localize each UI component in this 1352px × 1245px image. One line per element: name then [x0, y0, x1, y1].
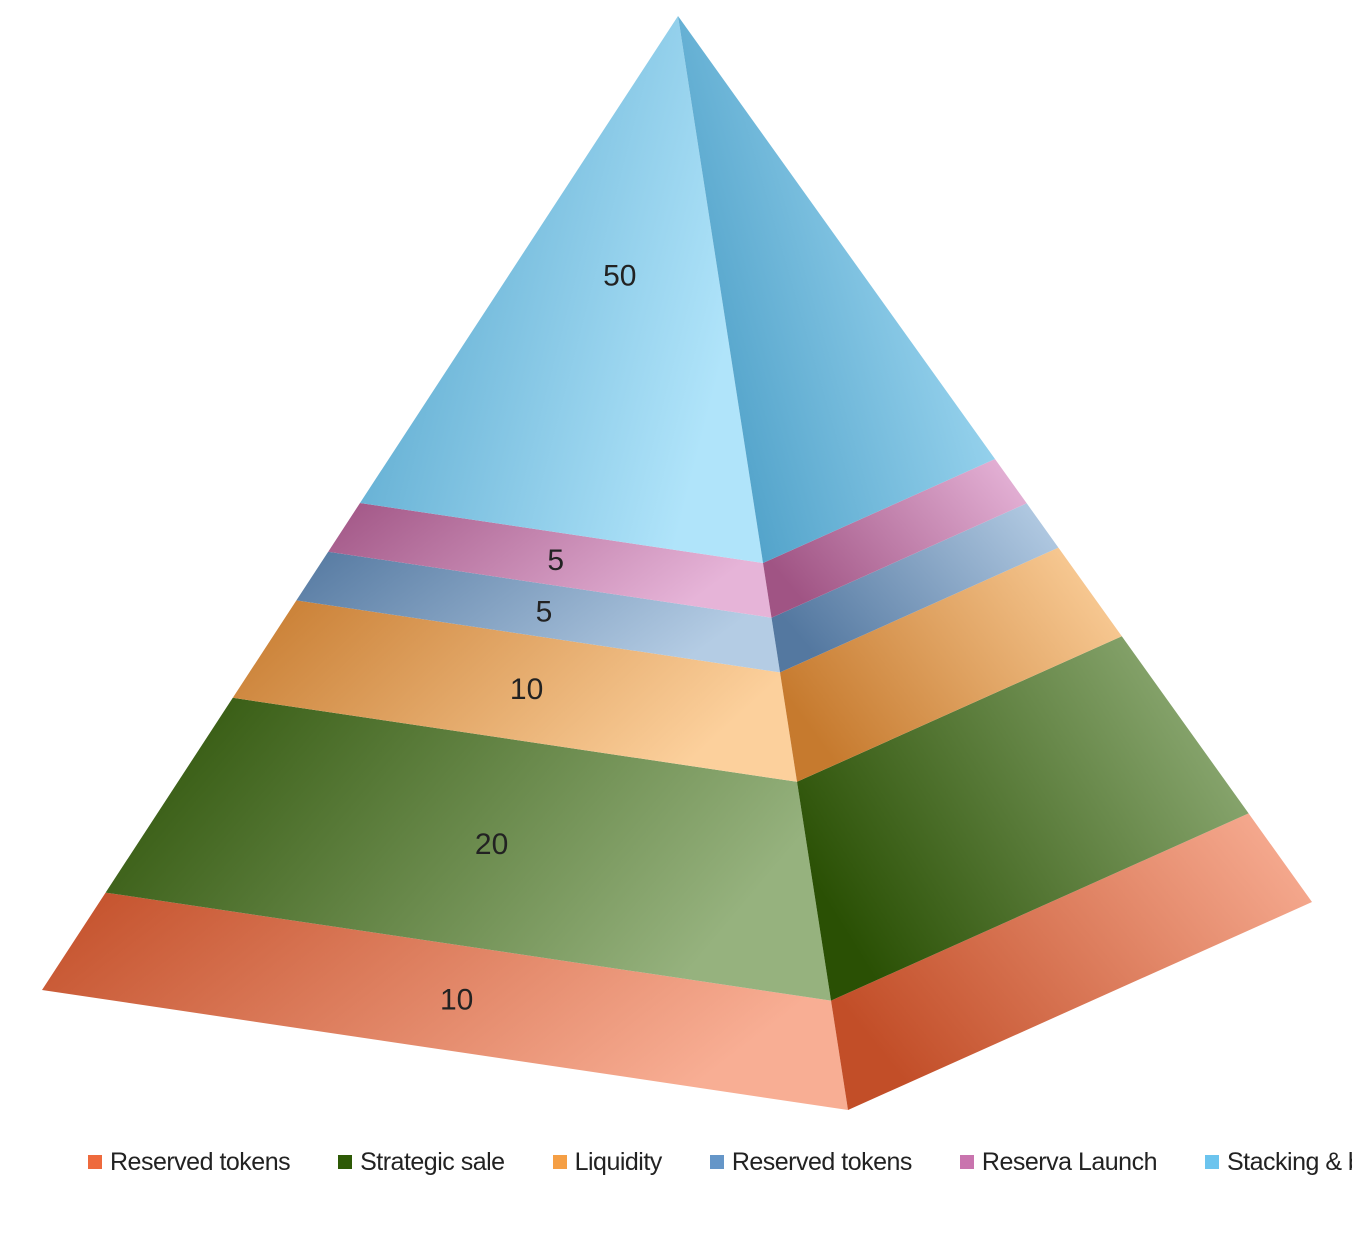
legend: Reserved tokens Strategic sale Liquidity Re… — [88, 1142, 1352, 1182]
legend-swatch — [1204, 1155, 1219, 1169]
segment-right-liquidity-2 — [780, 547, 1122, 782]
legend-label: Reserved tokens — [110, 1147, 291, 1176]
legend-item-strategic-sale: Strategic sale — [338, 1147, 505, 1177]
legend-label: Reserva Launch — [981, 1147, 1158, 1176]
segment-front-reserved-tokens-0 — [42, 892, 848, 1110]
segment-front-liquidity-2 — [232, 600, 798, 782]
legend-label: Liquidity — [574, 1147, 663, 1176]
segment-value-label: 10 — [510, 673, 543, 706]
legend-swatch — [709, 1155, 724, 1169]
pyramid-right-face — [678, 16, 1312, 1110]
segment-value-label: 10 — [440, 983, 473, 1016]
segment-front-strategic-sale-1 — [105, 697, 832, 1001]
legend-item-reserved-tokens: Reserved tokens — [709, 1147, 913, 1177]
legend-swatch — [552, 1155, 567, 1169]
legend-swatch — [88, 1155, 102, 1169]
segment-value-label: 5 — [547, 544, 564, 577]
segment-value-label: 5 — [536, 596, 553, 629]
pyramid-front-face — [42, 16, 848, 1110]
legend-item-stacking-burn: Stacking & burn — [1204, 1147, 1352, 1177]
segment-front-reserva-launch-4 — [328, 503, 772, 618]
segment-right-strategic-sale-1 — [797, 636, 1249, 1001]
legend-item-reserva-launch: Reserva Launch — [959, 1147, 1158, 1177]
legend-item-liquidity: Liquidity — [552, 1147, 663, 1177]
legend-label: Stacking & burn — [1226, 1147, 1352, 1176]
segment-front-stacking-burn-5 — [360, 16, 763, 563]
segment-right-reserva-launch-4 — [763, 459, 1027, 618]
segment-labels: 10 20 10 5 5 50 — [440, 260, 636, 1017]
legend-swatch — [338, 1155, 353, 1169]
legend-item-reserved-tokens: Reserved tokens — [88, 1147, 291, 1177]
segment-value-label: 20 — [475, 828, 508, 861]
segment-right-stacking-burn-5 — [678, 16, 995, 563]
legend-label: Strategic sale — [360, 1147, 505, 1176]
segment-right-reserved-tokens-3 — [771, 503, 1059, 673]
segment-value-label: 50 — [603, 260, 636, 293]
segment-front-reserved-tokens-3 — [296, 551, 780, 673]
legend-label: Reserved tokens — [731, 1147, 913, 1176]
legend-swatch — [959, 1155, 974, 1169]
pyramid-chart: 10 20 10 5 5 50 — [42, 16, 1312, 1110]
segment-right-reserved-tokens-0 — [831, 813, 1312, 1110]
